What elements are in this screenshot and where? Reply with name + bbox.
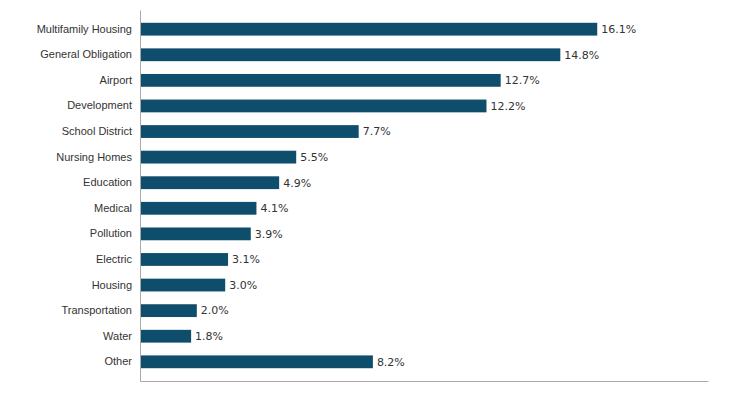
y-tick: Airport (100, 74, 132, 86)
y-tick-label: Other (104, 355, 132, 367)
y-tick: Electric (96, 253, 133, 265)
bars (140, 23, 597, 368)
y-tick-label: Transportation (61, 304, 132, 316)
y-tick: Development (67, 99, 132, 111)
data-label: 14.8% (564, 49, 599, 62)
plot: Multifamily Housing General Obligation Air… (37, 11, 709, 382)
chart: Multifamily Housing General Obligation Air… (0, 0, 753, 397)
y-tick: School District (62, 125, 132, 137)
y-tick: Water (103, 330, 132, 342)
bar (140, 330, 191, 343)
y-tick: Transportation (61, 304, 132, 316)
x-axis-line (141, 381, 709, 382)
bar (140, 125, 359, 138)
data-label: 1.8% (195, 330, 223, 343)
bar (140, 253, 228, 266)
y-axis: Multifamily Housing General Obligation Air… (37, 11, 141, 382)
bar (140, 279, 225, 292)
y-tick: Pollution (90, 227, 132, 239)
data-label: 4.1% (260, 202, 288, 215)
bar (140, 176, 279, 189)
x-axis (141, 381, 709, 382)
y-tick: Multifamily Housing (37, 23, 132, 35)
bar (140, 151, 296, 164)
data-label: 12.2% (490, 100, 525, 113)
y-axis-line (140, 11, 141, 382)
y-tick-label: School District (62, 125, 132, 137)
data-label: 16.1% (601, 23, 636, 36)
data-label: 3.9% (255, 228, 283, 241)
y-tick-label: Nursing Homes (56, 151, 132, 163)
bar (140, 48, 560, 61)
y-tick-label: General Obligation (40, 48, 132, 60)
data-label: 12.7% (505, 74, 540, 87)
y-tick: Other (104, 355, 132, 367)
bar (140, 23, 597, 36)
y-tick-label: Multifamily Housing (37, 23, 132, 35)
bar (140, 304, 197, 317)
bar (140, 355, 373, 368)
y-tick: General Obligation (40, 48, 132, 60)
data-label: 2.0% (201, 304, 229, 317)
y-tick: Nursing Homes (56, 151, 132, 163)
data-labels: 16.1%14.8% 12.7% 12.2% 7.7% 5.5% 4.9% 4.1% 3.9%… (195, 23, 636, 369)
y-tick-label: Electric (96, 253, 133, 265)
data-label: 8.2% (377, 356, 405, 369)
y-tick-label: Housing (92, 279, 132, 291)
y-tick-label: Medical (94, 202, 132, 214)
bar (140, 74, 501, 87)
y-tick: Medical (94, 202, 132, 214)
data-label: 5.5% (300, 151, 328, 164)
bar (140, 227, 251, 240)
data-label: 4.9% (283, 177, 311, 190)
y-tick-label: Water (103, 330, 132, 342)
y-tick: Housing (92, 279, 132, 291)
bar (140, 100, 486, 113)
data-label: 7.7% (363, 125, 391, 138)
y-tick-label: Airport (100, 74, 132, 86)
y-tick-label: Education (83, 176, 132, 188)
data-label: 3.1% (232, 253, 260, 266)
y-tick: Education (83, 176, 132, 188)
bar (140, 202, 256, 215)
y-tick-label: Development (67, 99, 132, 111)
data-label: 3.0% (229, 279, 257, 292)
y-tick-label: Pollution (90, 227, 132, 239)
